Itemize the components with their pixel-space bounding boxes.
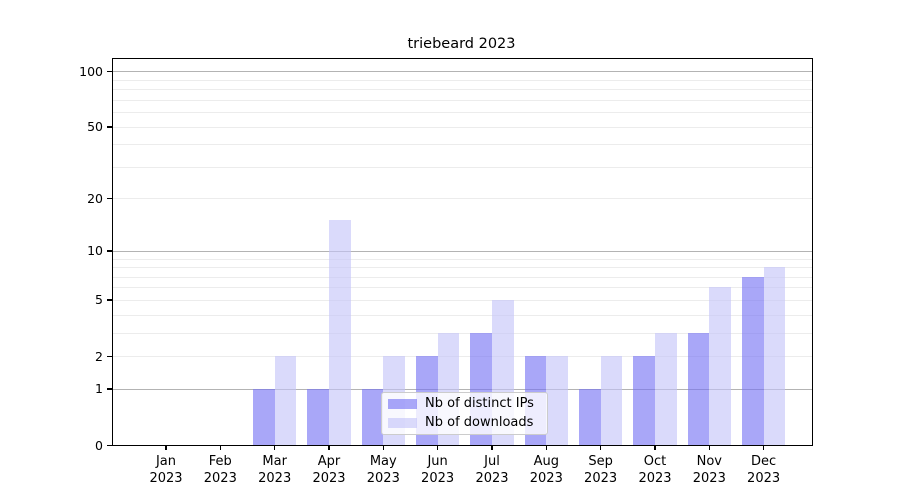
ytick-label-20: 20 [87, 190, 103, 206]
bar-oct-distinct-ips [633, 356, 655, 445]
bar-dec-distinct-ips [741, 276, 764, 445]
xtick-mark-may [382, 445, 385, 450]
ytick-label-100: 100 [79, 63, 103, 79]
gridline-y-30 [113, 166, 812, 168]
ytick-mark-50 [107, 126, 112, 128]
gridline-y-5 [113, 299, 812, 301]
gridline-y-10 [113, 250, 812, 252]
legend: Nb of distinct IPs Nb of downloads [381, 392, 548, 435]
bar-apr-distinct-ips [307, 388, 329, 445]
bar-may-distinct-ips [361, 388, 384, 445]
ytick-mark-2 [107, 355, 112, 357]
xtick-label-dec: Dec 2023 [747, 454, 781, 486]
gridline-y-6 [113, 287, 812, 289]
ytick-label-2: 2 [95, 348, 103, 364]
xtick-mark-dec [762, 445, 765, 450]
xtick-mark-oct [654, 445, 656, 450]
xtick-label-apr: Apr 2023 [312, 454, 346, 486]
ytick-label-10: 10 [87, 243, 103, 259]
gridline-y-70 [113, 99, 812, 101]
bar-nov-distinct-ips [687, 332, 710, 445]
xtick-mark-nov [708, 445, 710, 450]
gridline-y-3 [113, 332, 812, 334]
ytick-mark-10 [107, 250, 112, 252]
xtick-mark-mar [273, 445, 276, 450]
legend-swatch-distinct-ips [388, 399, 417, 409]
gridline-y-1 [113, 388, 812, 390]
bar-apr-downloads [329, 220, 351, 445]
bar-mar-distinct-ips [253, 388, 275, 445]
bar-sep-downloads [600, 356, 623, 445]
bar-dec-downloads [763, 267, 786, 445]
ytick-mark-0 [107, 444, 112, 446]
gridline-y-8 [113, 267, 812, 268]
legend-label-distinct-ips: Nb of distinct IPs [425, 396, 534, 411]
gridline-y-9 [113, 258, 812, 260]
ytick-label-50: 50 [87, 119, 103, 134]
gridline-y-40 [113, 144, 812, 146]
gridline-y-2 [113, 356, 812, 357]
xtick-mark-sep [599, 445, 602, 450]
bar-mar-downloads [274, 356, 297, 445]
xtick-mark-jan [165, 445, 167, 450]
legend-item-distinct-ips: Nb of distinct IPs [388, 396, 541, 412]
bar-oct-downloads [655, 332, 677, 445]
bar-aug-downloads [546, 356, 568, 445]
ytick-mark-100 [107, 70, 112, 73]
legend-swatch-downloads [388, 418, 417, 428]
gridline-y-20 [113, 198, 812, 200]
gridline-y-7 [113, 276, 812, 278]
xtick-label-feb: Feb 2023 [203, 454, 237, 486]
xtick-label-nov: Nov 2023 [692, 454, 726, 486]
ytick-label-5: 5 [95, 292, 103, 308]
xtick-label-sep: Sep 2023 [584, 454, 618, 486]
gridline-y-50 [113, 126, 812, 128]
xtick-mark-aug [545, 445, 548, 450]
bar-nov-downloads [709, 287, 731, 445]
ytick-label-0: 0 [95, 437, 103, 453]
gridline-y-60 [113, 112, 812, 113]
xtick-label-mar: Mar 2023 [258, 454, 292, 486]
ytick-label-1: 1 [95, 381, 103, 397]
ytick-mark-20 [107, 197, 112, 200]
chart-title: triebeard 2023 [407, 36, 516, 52]
xtick-mark-apr [328, 445, 330, 450]
ytick-mark-1 [107, 388, 112, 390]
plot-area: Nb of distinct IPs Nb of downloads 0 1 2 5 1… [79, 58, 813, 486]
xtick-label-aug: Aug 2023 [529, 454, 563, 486]
xtick-label-oct: Oct 2023 [638, 454, 672, 486]
xtick-mark-feb [219, 445, 222, 450]
gridline-y-4 [113, 314, 812, 316]
xtick-mark-jul [491, 445, 493, 450]
gridline-y-100 [113, 71, 812, 73]
gridline-y-80 [113, 89, 812, 90]
xtick-mark-jun [436, 445, 439, 450]
xtick-label-jul: Jul 2023 [475, 454, 509, 486]
bar-sep-distinct-ips [578, 388, 601, 445]
legend-item-downloads: Nb of downloads [388, 415, 541, 431]
xtick-label-jan: Jan 2023 [149, 454, 183, 486]
xtick-label-jun: Jun 2023 [421, 454, 455, 486]
xtick-label-may: May 2023 [366, 454, 400, 486]
gridline-y-90 [113, 79, 812, 81]
legend-label-downloads: Nb of downloads [425, 415, 534, 430]
ytick-mark-5 [107, 299, 112, 301]
